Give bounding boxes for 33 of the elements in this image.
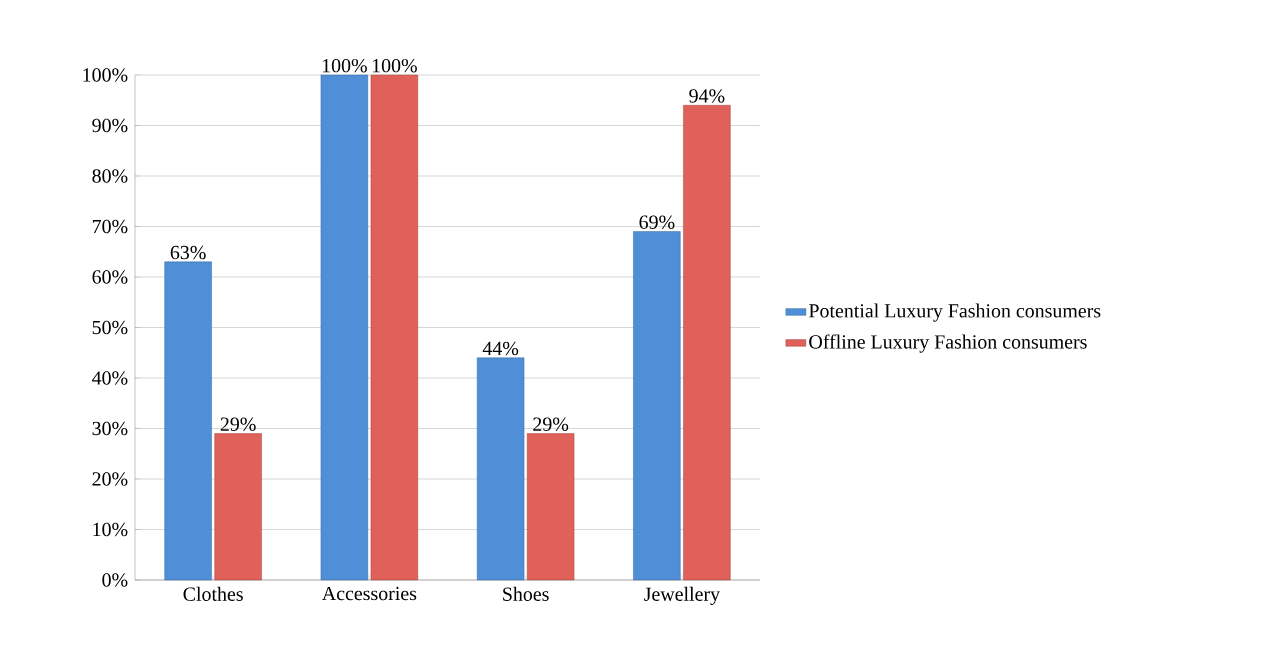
y-tick-label: 10% — [93, 522, 128, 537]
y-tick-label: 90% — [92, 118, 128, 133]
x-tick-label: Accessories — [322, 586, 417, 601]
y-tick-label: 80% — [92, 169, 128, 183]
y-tick-label: 60% — [92, 270, 128, 284]
legend-label: Offline Luxury Fashion consumers — [809, 334, 1087, 353]
y-tick-label: 30% — [92, 421, 128, 436]
bar — [476, 357, 525, 581]
y-tick-label: 100% — [83, 68, 128, 82]
y-tick-label: 70% — [92, 219, 128, 234]
data-label: 94% — [689, 89, 725, 103]
data-label: 100% — [322, 58, 367, 73]
y-tick-label: 50% — [92, 320, 128, 335]
data-label: 100% — [372, 58, 417, 73]
bar — [214, 433, 262, 581]
legend-label: Potential Luxury Fashion consumers — [809, 303, 1101, 322]
bar — [320, 74, 369, 581]
data-label: 63% — [170, 245, 206, 260]
x-tick-label: Shoes — [503, 586, 549, 601]
bar — [164, 261, 212, 581]
x-tick-label: Clothes — [183, 586, 243, 601]
data-label: 29% — [533, 417, 569, 431]
y-tick-label: 0% — [102, 573, 128, 587]
data-label: 29% — [220, 417, 256, 431]
y-tick-label: 20% — [92, 472, 128, 486]
bar — [526, 433, 575, 581]
bar — [683, 105, 731, 581]
data-label: 44% — [482, 341, 519, 356]
data-label: 69% — [639, 215, 675, 229]
bar — [633, 231, 681, 581]
y-tick-label: 40% — [92, 371, 128, 385]
x-tick-label: Jewellery — [644, 586, 720, 605]
bar — [370, 74, 419, 581]
